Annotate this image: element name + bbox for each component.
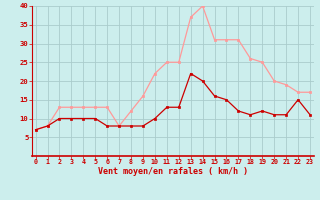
X-axis label: Vent moyen/en rafales ( km/h ): Vent moyen/en rafales ( km/h ) <box>98 167 248 176</box>
